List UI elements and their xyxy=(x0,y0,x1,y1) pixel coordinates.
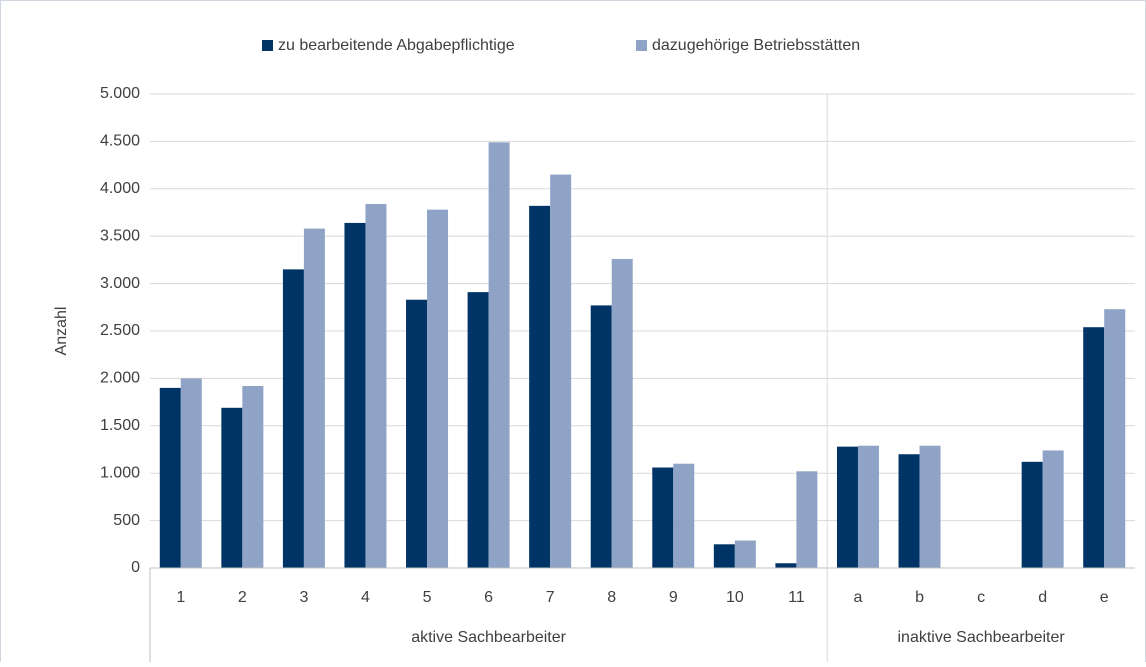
bar xyxy=(181,378,202,568)
bar xyxy=(406,300,427,568)
bar xyxy=(489,142,510,568)
y-tick-label: 4.500 xyxy=(100,133,140,150)
x-tick-label: d xyxy=(1038,589,1047,606)
bar xyxy=(160,388,181,568)
y-tick-label: 0 xyxy=(131,559,140,576)
bar xyxy=(796,471,817,568)
x-tick-label: 4 xyxy=(361,589,370,606)
y-tick-label: 5.000 xyxy=(100,85,140,102)
x-tick-label: 11 xyxy=(788,589,805,606)
x-tick-label: 6 xyxy=(484,589,493,606)
y-tick-label: 3.500 xyxy=(100,227,140,244)
bar xyxy=(1104,309,1125,568)
x-tick-label: 1 xyxy=(176,589,185,606)
x-tick-label: 8 xyxy=(607,589,616,606)
bar xyxy=(714,544,735,568)
bar xyxy=(652,468,673,568)
bar xyxy=(427,210,448,568)
x-tick-label: c xyxy=(977,589,985,606)
bar xyxy=(673,464,694,568)
y-tick-label: 1.000 xyxy=(100,464,140,481)
x-tick-label: 2 xyxy=(238,589,247,606)
x-tick-label: 3 xyxy=(299,589,308,606)
y-tick-label: 2.000 xyxy=(100,370,140,387)
y-tick-label: 4.000 xyxy=(100,180,140,197)
bar xyxy=(283,269,304,568)
bar xyxy=(1043,450,1064,568)
y-axis-title: Anzahl xyxy=(53,307,70,356)
bar xyxy=(468,292,489,568)
x-tick-label: b xyxy=(915,589,924,606)
bar xyxy=(612,259,633,568)
bar xyxy=(858,446,879,568)
y-tick-label: 3.000 xyxy=(100,275,140,292)
legend-swatch xyxy=(262,40,273,51)
x-tick-label: 7 xyxy=(546,589,555,606)
bar xyxy=(775,563,796,568)
legend-label: dazugehörige Betriebsstätten xyxy=(652,37,860,54)
y-tick-label: 2.500 xyxy=(100,322,140,339)
bar xyxy=(365,204,386,568)
bar xyxy=(1083,327,1104,568)
bar xyxy=(304,229,325,568)
bar xyxy=(1022,462,1043,568)
bar xyxy=(221,408,242,568)
bar xyxy=(344,223,365,568)
legend-swatch xyxy=(636,40,647,51)
bar xyxy=(550,175,571,568)
legend-label: zu bearbeitende Abgabepflichtige xyxy=(278,37,515,54)
bar xyxy=(899,454,920,568)
bar xyxy=(591,305,612,568)
bar xyxy=(735,541,756,568)
bar xyxy=(920,446,941,568)
y-tick-label: 1.500 xyxy=(100,417,140,434)
x-tick-label: 9 xyxy=(669,589,678,606)
bar xyxy=(529,206,550,568)
y-tick-label: 500 xyxy=(113,512,140,529)
bar xyxy=(242,386,263,568)
group-label: aktive Sachbearbeiter xyxy=(411,629,566,646)
group-label: inaktive Sachbearbeiter xyxy=(897,629,1065,646)
x-tick-label: 5 xyxy=(423,589,432,606)
x-tick-label: e xyxy=(1100,589,1109,606)
bar xyxy=(837,447,858,568)
x-tick-label: 10 xyxy=(726,589,744,606)
x-tick-label: a xyxy=(854,589,863,606)
